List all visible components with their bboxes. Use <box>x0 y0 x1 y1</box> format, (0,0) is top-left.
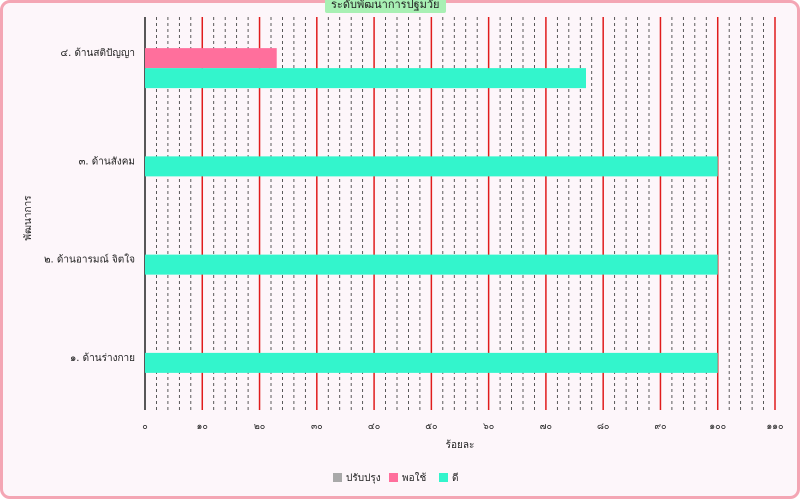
x-tick-label: ๔๐ <box>368 422 380 432</box>
x-tick-label: ๒๐ <box>254 422 265 432</box>
x-tick-label: ๑๐ <box>197 422 208 432</box>
x-tick-label: ๘๐ <box>597 422 609 432</box>
x-tick-label: ๙๐ <box>654 422 666 432</box>
x-tick-label: ๓๐ <box>311 422 323 432</box>
legend: ปรับปรุง พอใช้ ดี <box>333 472 459 484</box>
x-tick-label: ๐ <box>142 422 148 432</box>
legend-label: ดี <box>452 472 459 484</box>
legend-swatch <box>333 473 342 482</box>
x-tick-label: ๖๐ <box>483 422 494 432</box>
legend-swatch <box>439 473 448 482</box>
chart-title: ระดับพัฒนาการปฐมวัย <box>325 0 446 13</box>
legend-label: ปรับปรุง <box>346 473 381 484</box>
bar-fair <box>145 48 277 69</box>
legend-swatch <box>389 473 398 482</box>
bar-good <box>145 156 718 177</box>
x-tick-label: ๕๐ <box>425 422 437 432</box>
category-label: ๔. ด้านสติปัญญา <box>61 47 135 59</box>
y-axis-label: พัฒนาการ <box>23 195 34 241</box>
bars <box>145 48 718 373</box>
category-label: ๓. ด้านสังคม <box>79 155 135 167</box>
bar-good <box>145 68 586 89</box>
x-tick-labels: ๐ ๑๐ ๒๐ ๓๐ ๔๐ ๕๐ ๖๐ ๗๐ ๘๐ ๙๐ ๑๐๐ ๑๑๐ <box>142 422 783 432</box>
bar-good <box>145 352 718 373</box>
category-label: ๑. ด้านร่างกาย <box>70 352 135 364</box>
x-tick-label: ๑๐๐ <box>709 422 726 432</box>
legend-label: พอใช้ <box>402 472 426 484</box>
bar-good <box>145 254 718 275</box>
category-label: ๒. ด้านอารมณ์ จิตใจ <box>44 254 135 266</box>
x-tick-label: ๑๑๐ <box>767 422 784 432</box>
x-tick-label: ๗๐ <box>540 422 552 432</box>
x-axis-label: ร้อยละ <box>446 439 475 451</box>
